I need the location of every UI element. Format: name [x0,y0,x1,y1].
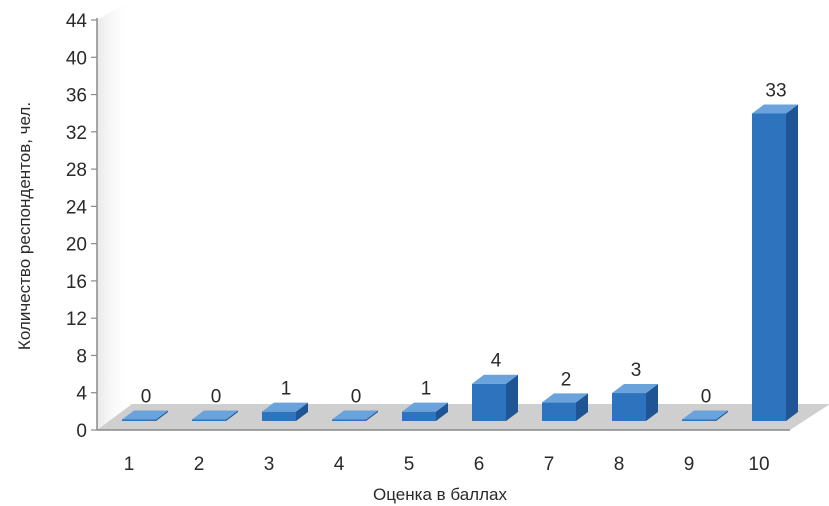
y-tick-label: 28 [66,160,87,181]
x-tick-label: 3 [264,454,275,475]
bar-side [156,410,168,421]
y-tick-label: 4 [76,384,87,405]
bar-front [542,402,576,421]
x-tick-label: 2 [194,454,205,475]
x-tick-label: 1 [124,454,135,475]
x-tick-label: 7 [544,454,555,475]
bar-front [192,419,226,421]
data-label: 4 [491,351,502,372]
data-label: 33 [765,81,786,102]
bar [542,393,588,421]
bar-front [612,393,646,421]
bar-side [366,410,378,421]
y-axis-title: Количество респондентов, чел. [15,102,34,350]
bar-front [682,419,716,421]
data-label: 1 [421,379,432,400]
bars-layer [122,104,798,421]
x-tick-label: 6 [474,454,485,475]
y-tick-label: 40 [66,48,87,69]
y-tick-label: 24 [66,197,88,218]
bar-front [402,411,436,421]
bar-top [612,384,658,394]
bar-side [506,374,518,421]
bar [612,384,658,421]
y-tick-label: 20 [66,235,87,256]
data-label: 0 [351,387,362,408]
y-tick-label: 16 [66,272,87,293]
bar-top [682,410,728,420]
data-label: 0 [141,387,152,408]
bar-side [296,402,308,421]
bar-side [226,410,238,421]
bar-top [402,402,448,412]
data-label: 1 [281,379,292,400]
bar [402,402,448,421]
bar-side [646,384,658,421]
bar [122,410,168,421]
data-label: 0 [701,387,712,408]
bar-side [716,410,728,421]
x-tick-label: 5 [404,454,415,475]
bar-front [332,419,366,421]
bar-side [576,393,588,421]
bar [332,410,378,421]
y-tick-label: 8 [76,346,87,367]
bar-front [472,383,506,421]
back-wall [97,0,132,430]
data-label: 0 [211,387,222,408]
bar-top [122,410,168,420]
bar [682,410,728,421]
x-tick-label: 10 [748,454,769,475]
x-tick-label: 9 [684,454,695,475]
y-tick-label: 12 [66,309,87,330]
bar-top [332,410,378,420]
bar [192,410,238,421]
bar-top [192,410,238,420]
bar-top [472,374,518,384]
y-tick-label: 0 [76,421,87,442]
data-label: 2 [561,369,572,390]
bar-front [262,411,296,421]
y-tick-label: 36 [66,86,87,107]
y-tick-label: 32 [66,123,87,144]
y-tick-label: 44 [66,11,88,32]
bar-front [122,419,156,421]
bar-front [752,113,786,421]
bar [472,374,518,421]
bar-top [542,393,588,403]
bar [752,104,798,421]
bar [262,402,308,421]
bar-top [262,402,308,412]
x-axis-title: Оценка в баллах [373,485,507,504]
x-tick-label: 8 [614,454,625,475]
x-tick-label: 4 [334,454,345,475]
bar-side [786,104,798,421]
bar-top [752,104,798,114]
bar-side [436,402,448,421]
data-label: 3 [631,360,642,381]
